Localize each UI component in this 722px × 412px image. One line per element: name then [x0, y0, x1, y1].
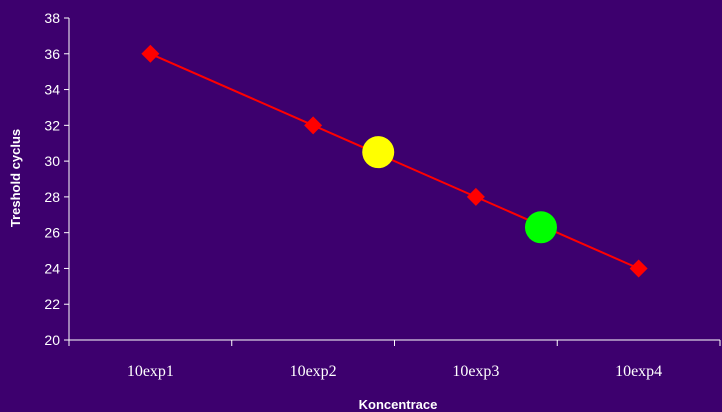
x-tick-label: 10exp3	[452, 363, 499, 380]
y-tick-label: 36	[44, 46, 60, 62]
y-tick-label: 24	[44, 260, 60, 276]
y-axis-title: Treshold cyclus	[8, 129, 23, 227]
y-tick-label: 20	[44, 332, 60, 348]
y-tick-label: 22	[44, 296, 60, 312]
x-axis-title: Koncentrace	[359, 397, 438, 412]
highlight-point	[362, 136, 395, 169]
x-tick-labels: 10exp1 10exp2 10exp3 10exp4	[127, 363, 662, 380]
data-point-marker	[466, 187, 485, 206]
y-tick-label: 30	[44, 153, 60, 169]
y-tick-label: 34	[44, 82, 60, 98]
x-tick-label: 10exp1	[127, 363, 174, 380]
series-line	[149, 52, 640, 270]
axes	[64, 17, 721, 346]
y-tick-label: 38	[44, 10, 60, 26]
highlight-point	[524, 211, 557, 244]
highlight-points	[362, 136, 557, 244]
y-tick-label: 32	[44, 117, 60, 133]
y-tick-label: 28	[44, 189, 60, 205]
y-tick-label: 26	[44, 225, 60, 241]
series	[141, 44, 648, 278]
x-tick-label: 10exp4	[615, 363, 662, 380]
y-tick-labels: 20 22 24 26 28 30 32 34 36 38	[44, 10, 60, 348]
data-point-marker	[141, 44, 160, 63]
data-point-marker	[629, 259, 648, 278]
x-tick-label: 10exp2	[290, 363, 337, 380]
data-point-marker	[304, 116, 323, 135]
